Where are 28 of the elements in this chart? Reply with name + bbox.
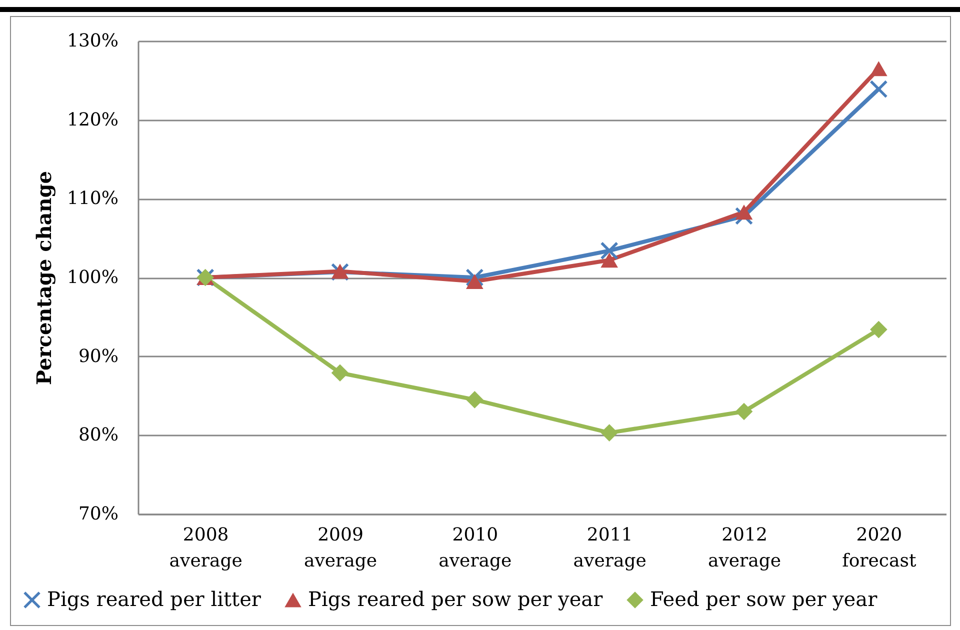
y-tick-label: 110% [67, 188, 118, 210]
y-tick-label: 100% [67, 267, 118, 288]
y-tick-label: 70% [78, 504, 118, 524]
x-tick-label: 2011 average [573, 524, 646, 572]
x-tick-label: 2008 average [169, 524, 242, 572]
legend-label: Pigs reared per litter [47, 587, 262, 611]
y-tick-label: 120% [67, 109, 118, 130]
legend-label: Pigs reared per sow per year [308, 587, 604, 611]
point [600, 424, 618, 442]
x-tick-label: 2010 average [438, 524, 512, 572]
point [466, 274, 484, 289]
y-tick-label: 130% [67, 30, 118, 52]
point [735, 402, 753, 420]
point [870, 80, 888, 98]
x-tick-label: 2020 forecast [842, 524, 917, 572]
point [600, 242, 618, 260]
legend-label: Feed per sow per year [650, 587, 878, 611]
point [331, 364, 349, 382]
y-tick-label: 80% [78, 424, 118, 446]
point [870, 320, 888, 338]
point [870, 61, 888, 76]
y-axis-title: Percentage change [32, 170, 56, 386]
x-tick-label: 2009 average [304, 524, 378, 572]
point [735, 204, 753, 220]
point [466, 391, 484, 408]
y-tick-label: 90% [78, 346, 118, 367]
point [600, 252, 618, 268]
x-tick-label: 2012 average [708, 524, 782, 572]
